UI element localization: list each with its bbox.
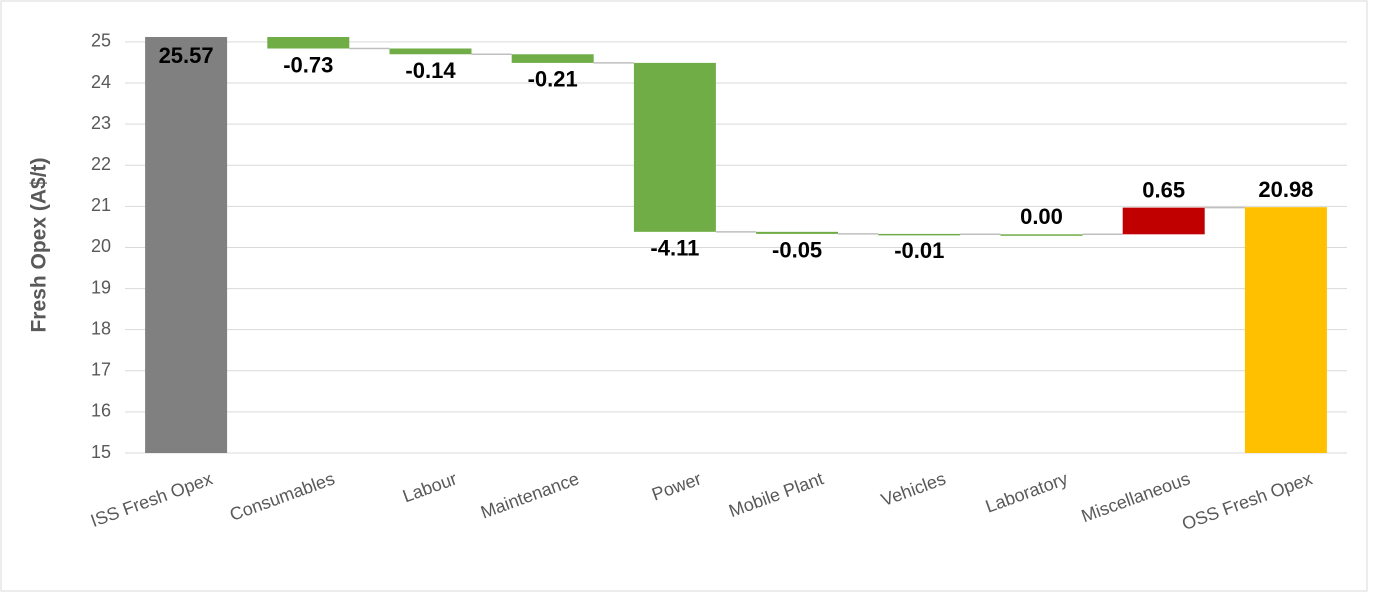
bar — [1000, 234, 1083, 236]
y-tick-label: 23 — [91, 113, 111, 133]
bar — [1122, 207, 1205, 235]
y-tick-label: 21 — [91, 195, 111, 215]
y-axis-title: Fresh Opex (A$/t) — [28, 157, 51, 332]
value-label: -0.05 — [772, 238, 822, 263]
bar — [267, 37, 350, 49]
value-label: -0.14 — [405, 58, 456, 83]
y-tick-label: 18 — [91, 318, 111, 338]
grid: 15 16 17 18 19 20 21 22 23 24 25 — [91, 31, 1347, 462]
x-tick-label: Vehicles — [878, 468, 948, 510]
x-tick-label: ISS Fresh Opex — [88, 468, 215, 531]
x-tick-label: OSS Fresh Opex — [1179, 468, 1315, 534]
y-tick-label: 22 — [91, 154, 111, 174]
y-tick-label: 17 — [91, 360, 111, 380]
x-tick-label: Power — [649, 468, 704, 504]
x-tick-label: Labour — [400, 468, 460, 506]
value-label: -4.11 — [650, 236, 699, 261]
x-tick-label: Consumables — [227, 468, 337, 524]
bar — [1244, 207, 1327, 453]
bar — [878, 233, 961, 236]
bar — [389, 48, 472, 55]
y-tick-label: 16 — [91, 401, 111, 421]
x-tick-label: Maintenance — [478, 468, 582, 522]
y-tick-label: 15 — [91, 442, 111, 462]
value-label: 25.57 — [159, 43, 214, 68]
x-tick-label: Miscellaneous — [1079, 468, 1193, 526]
x-tick-label: Mobile Plant — [726, 468, 826, 521]
y-tick-label: 20 — [91, 236, 111, 256]
y-tick-label: 19 — [91, 277, 111, 297]
bar — [145, 37, 228, 453]
y-tick-label: 24 — [91, 72, 111, 92]
value-label: 20.98 — [1258, 177, 1313, 202]
bar — [756, 231, 839, 234]
y-tick-label: 25 — [91, 31, 111, 51]
bars — [145, 37, 1327, 453]
value-label: -0.73 — [283, 52, 333, 77]
bar — [511, 54, 594, 63]
x-tick-label: Laboratory — [983, 468, 1071, 516]
value-label: -0.01 — [894, 238, 944, 263]
value-label: 0.65 — [1142, 177, 1185, 202]
value-label: 0.00 — [1020, 204, 1063, 229]
bar — [633, 62, 716, 232]
value-label: -0.21 — [528, 67, 578, 92]
